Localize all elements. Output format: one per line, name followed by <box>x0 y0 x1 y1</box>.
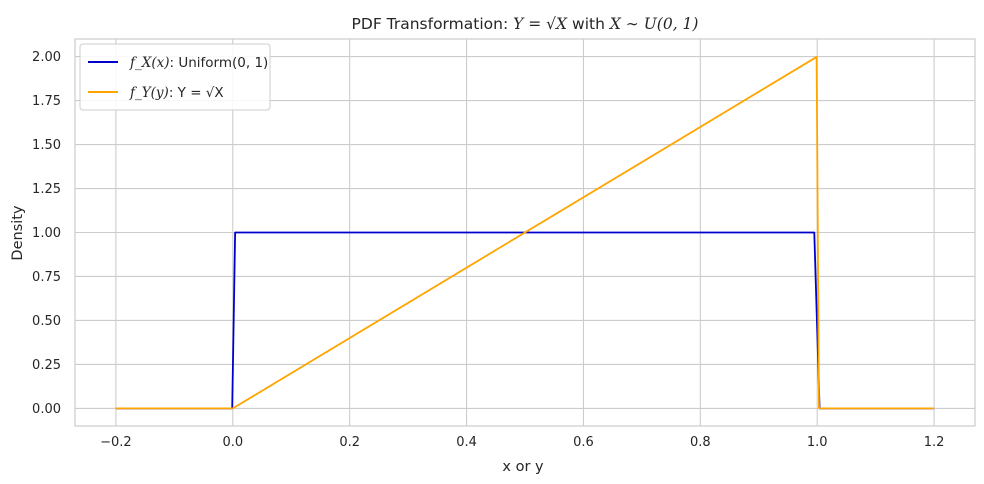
chart-title: PDF Transformation: Y = √X with X ∼ U(0,… <box>352 15 699 33</box>
y-tick-label: 0.75 <box>32 270 61 285</box>
y-axis-label: Density <box>10 205 26 261</box>
x-tick-label: 0.2 <box>339 435 360 450</box>
y-tick-label: 0.00 <box>32 402 61 417</box>
y-tick-label: 0.50 <box>32 314 61 329</box>
series-line-fy-sqrt <box>115 56 935 410</box>
plot-area-frame <box>74 38 976 427</box>
legend-label-fy: f_Y(y): Y = √X <box>129 85 224 101</box>
y-tick-label: 1.25 <box>32 182 61 197</box>
x-tick-label: 0.8 <box>690 435 711 450</box>
x-tick-label: 1.0 <box>807 435 828 450</box>
y-tick-label: 1.50 <box>32 138 61 153</box>
legend-box <box>79 43 271 111</box>
series-layer <box>115 56 935 410</box>
y-tick-label: 1.75 <box>32 94 61 109</box>
x-axis-label: x or y <box>502 459 544 475</box>
y-tick-label: 1.00 <box>32 226 61 241</box>
x-tick-label: −0.2 <box>100 435 132 450</box>
x-tick-label: 0.0 <box>222 435 243 450</box>
y-tick-label: 2.00 <box>32 50 61 65</box>
y-tick-label: 0.25 <box>32 358 61 373</box>
y-axis-ticks: 0.00 0.25 0.50 0.75 1.00 1.25 1.50 1.75 2.00 <box>32 50 61 417</box>
x-tick-label: 0.4 <box>456 435 477 450</box>
x-tick-label: 1.2 <box>924 435 945 450</box>
x-tick-label: 0.6 <box>573 435 594 450</box>
legend-label-fx: f_X(x): Uniform(0, 1) <box>129 55 268 71</box>
legend: f_X(x): Uniform(0, 1) f_Y(y): Y = √X <box>79 43 271 111</box>
x-axis-ticks: −0.2 0.0 0.2 0.4 0.6 0.8 1.0 1.2 <box>100 435 944 450</box>
